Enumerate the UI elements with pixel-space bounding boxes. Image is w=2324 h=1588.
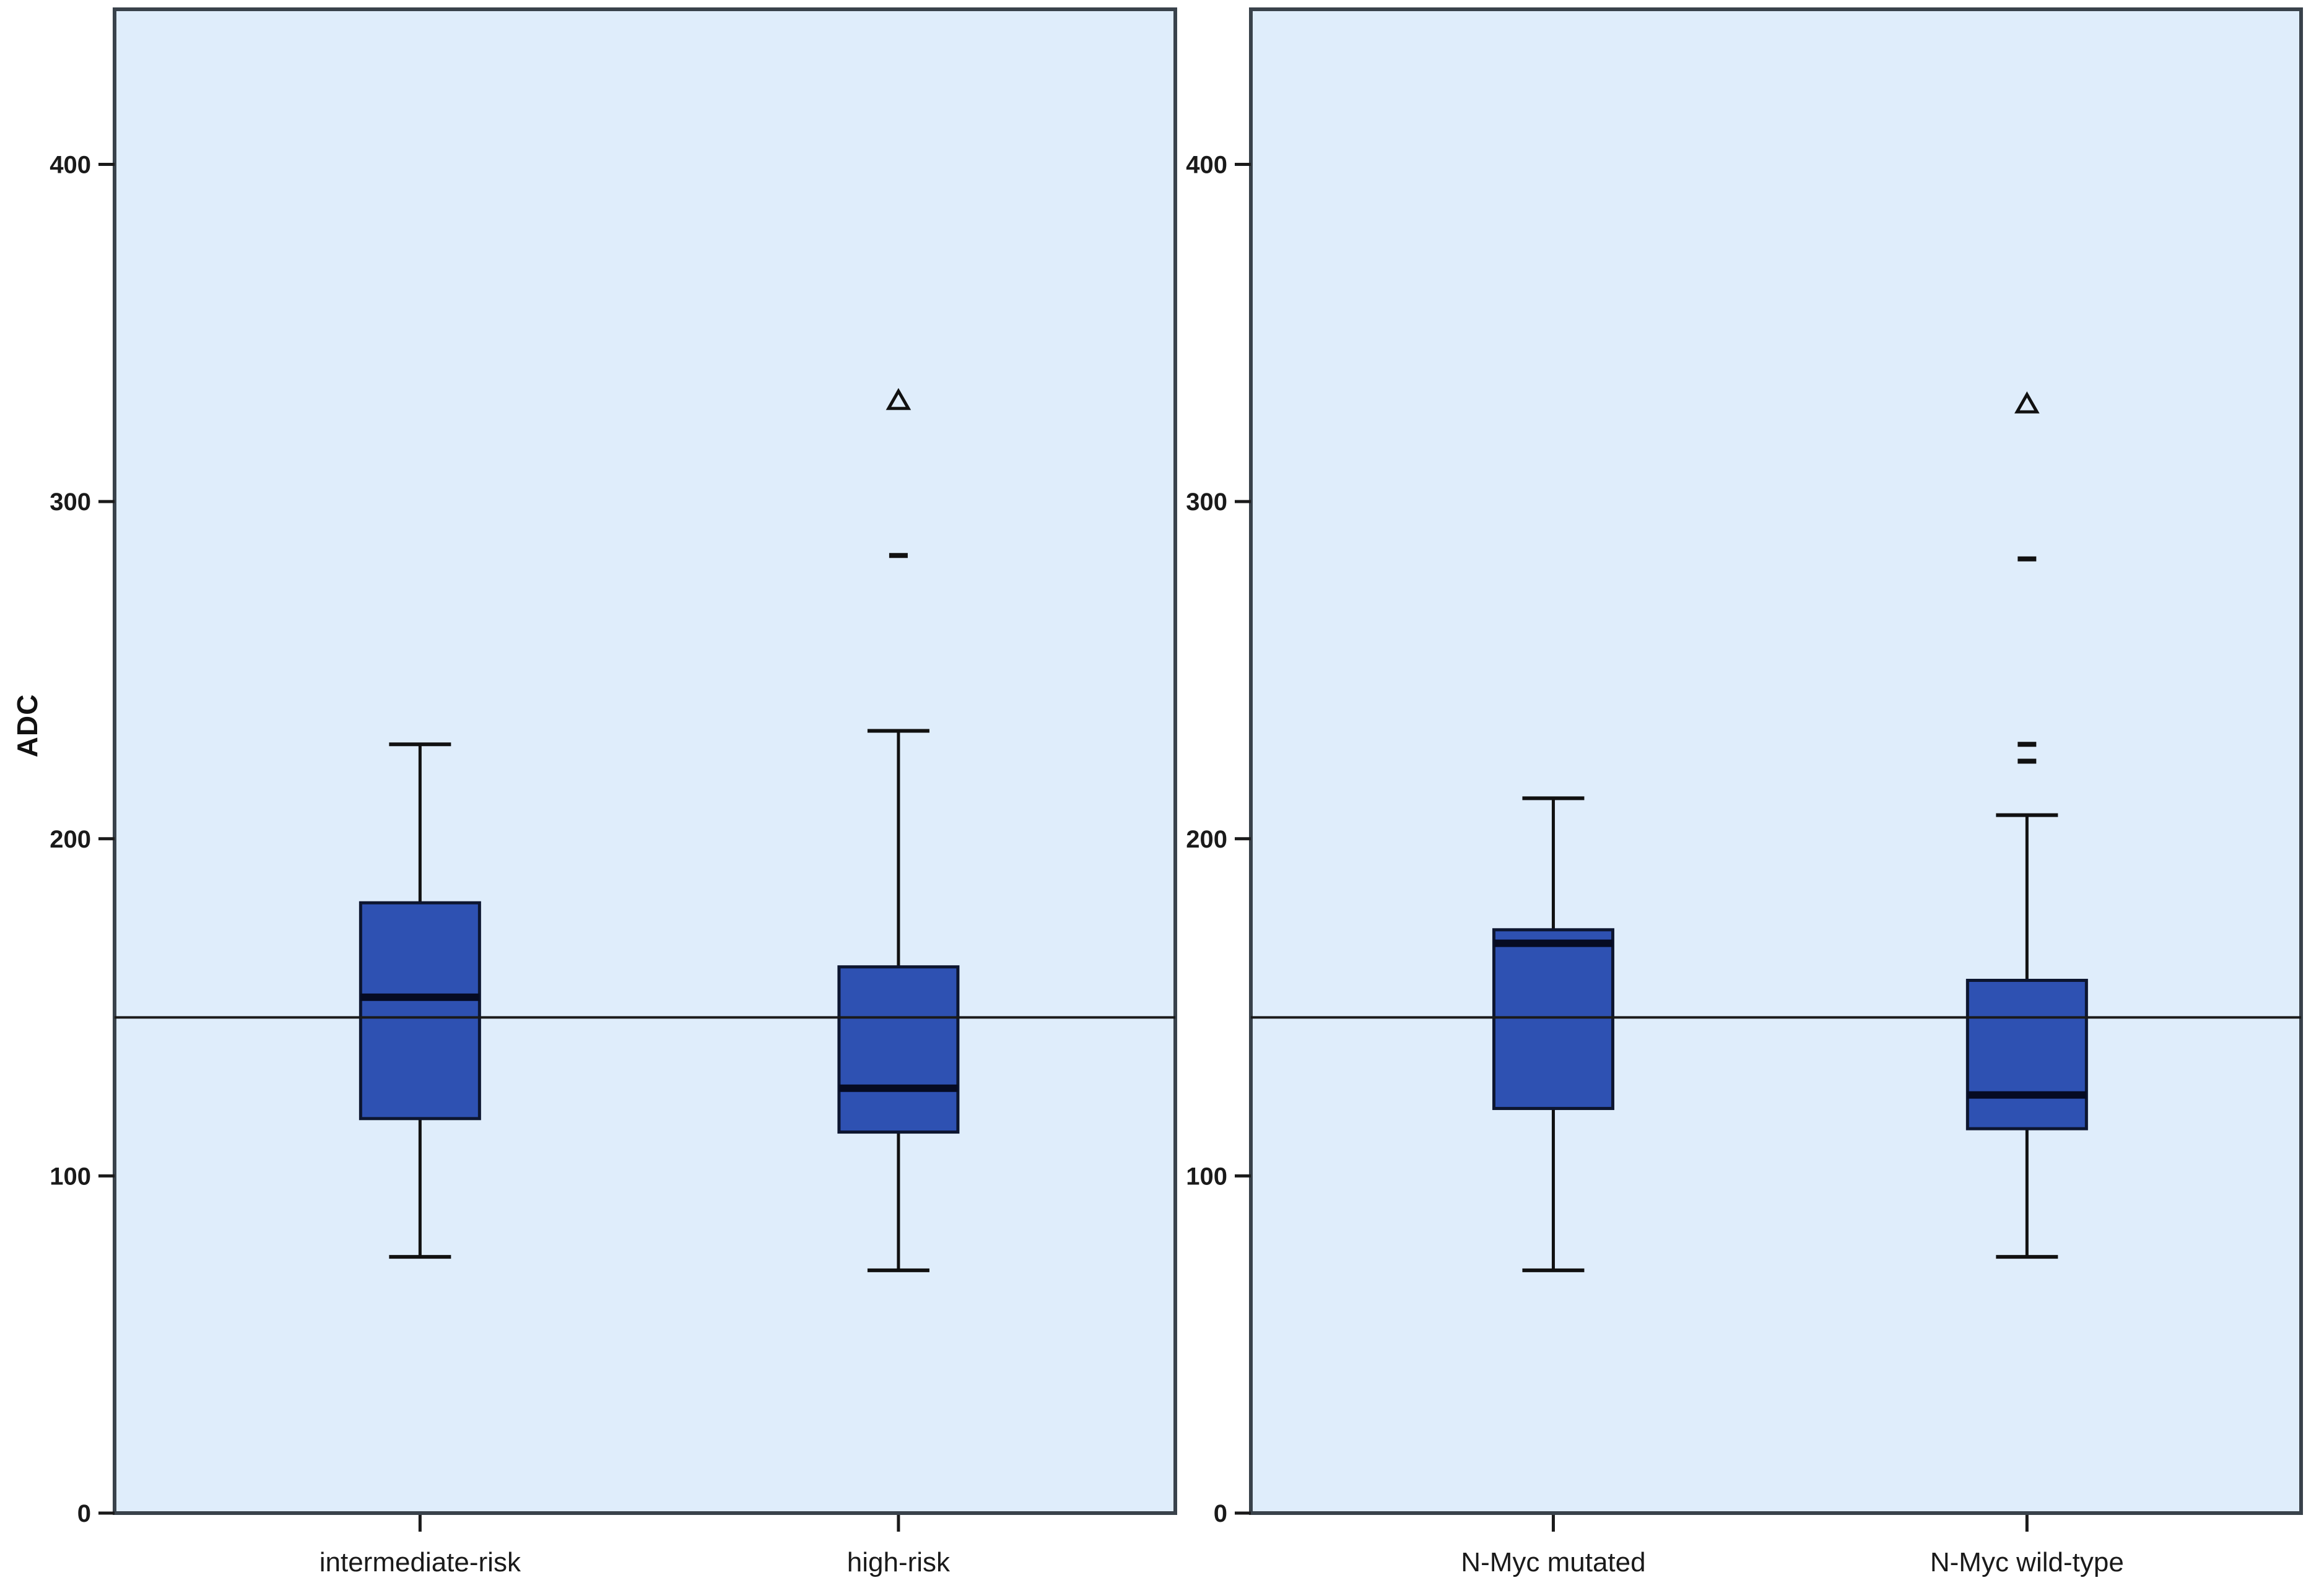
y-tick-label: 300 [50,488,91,516]
y-tick-label: 400 [50,152,91,179]
y-tick-label: 200 [1186,826,1227,853]
y-axis-title: ADC [11,693,43,758]
y-tick-label: 400 [1186,152,1227,179]
outlier-triangle-icon [2014,391,2040,414]
y-tick-label: 100 [50,1163,91,1190]
category-label: intermediate-risk [320,1547,521,1577]
outlier-triangle-icon [886,388,912,410]
box [837,965,960,1134]
box [1965,979,2088,1130]
category-label: N-Myc mutated [1461,1547,1645,1577]
category-label: N-Myc wild-type [1930,1547,2124,1577]
y-tick-label: 300 [1186,488,1227,516]
panel-background [113,7,1177,1515]
y-tick-label: 0 [77,1500,91,1527]
y-tick-label: 0 [1214,1500,1227,1527]
box [359,901,481,1121]
panel-background [1249,7,2303,1515]
y-tick-label: 200 [50,826,91,853]
box [1492,928,1614,1110]
category-label: high-risk [847,1547,951,1577]
y-tick-label: 100 [1186,1163,1227,1190]
